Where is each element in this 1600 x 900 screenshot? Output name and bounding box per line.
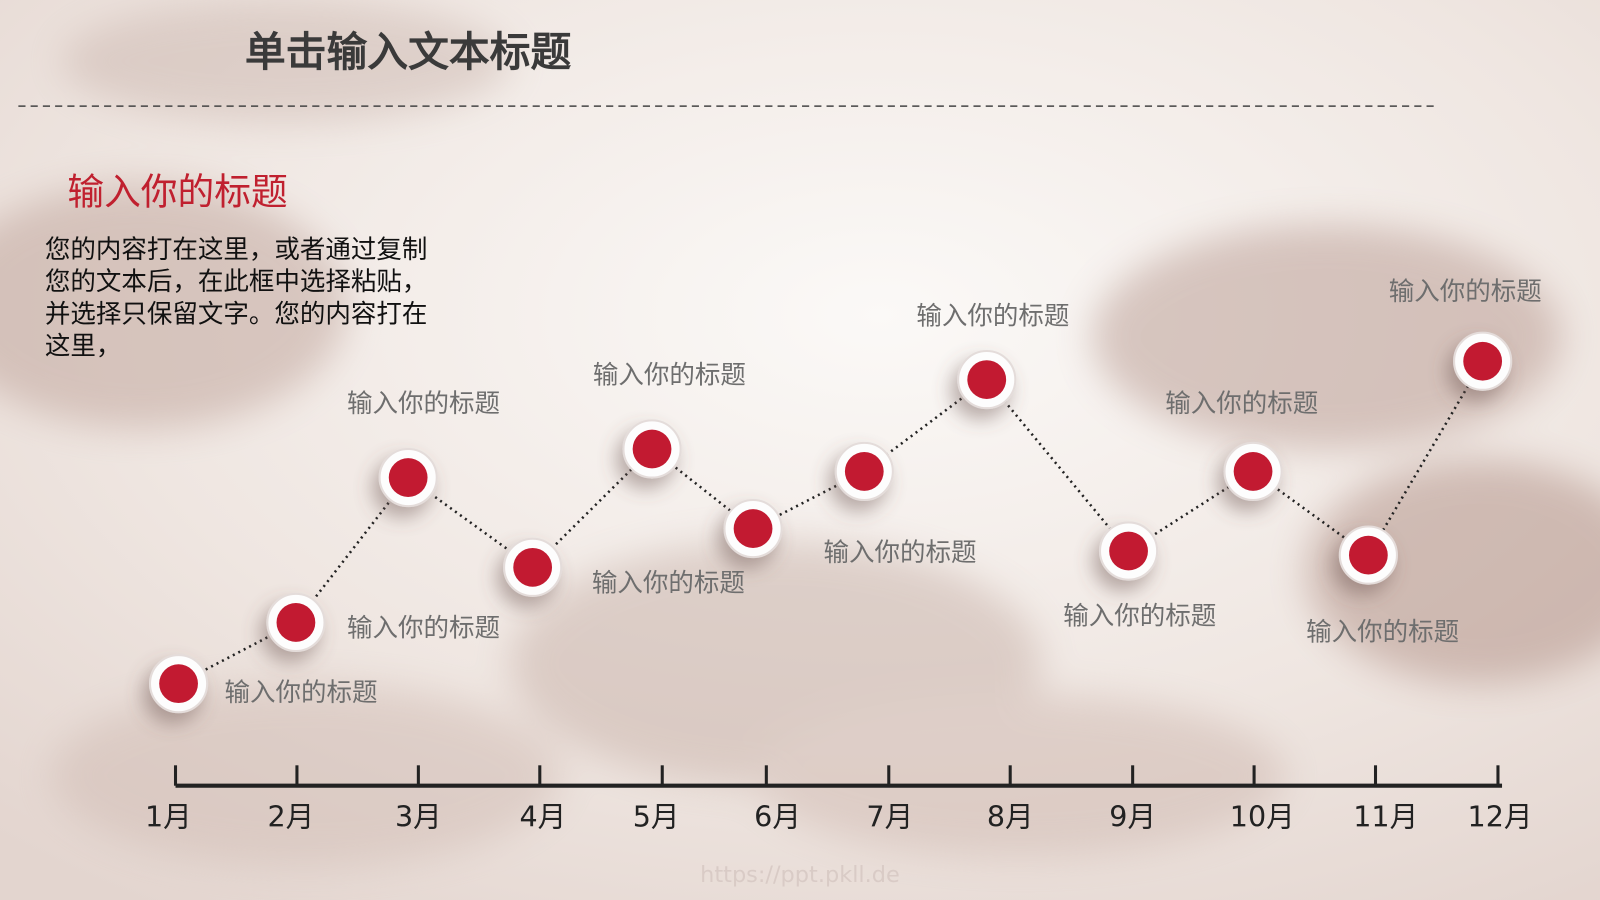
month-axis: 1月 2月 3月 4月 5月 6月 7月 8月 9月 10月 11月 12月 [145,765,1532,833]
point-label: 输入你的标题 [823,538,976,568]
intro-heading: 输入你的标题 [67,170,287,213]
month-label: 7月 [866,799,913,833]
body-line: 您的文本后，在此框中选择粘贴， [45,267,428,297]
point-dot [159,664,198,704]
month-label: 5月 [633,799,680,833]
month-label: 4月 [519,799,566,833]
point-label: 输入你的标题 [1165,389,1318,419]
point-dot [1233,452,1273,491]
watermark: https://ppt.pkll.de [700,862,900,888]
month-label: 10月 [1230,799,1295,833]
slide-title: 单击输入文本标题 [245,28,572,76]
point-label: 输入你的标题 [224,678,377,708]
month-label: 12月 [1468,799,1533,833]
connector [177,360,1484,685]
point-label: 输入你的标题 [1063,601,1216,631]
month-label: 2月 [267,799,314,833]
month-label: 6月 [754,799,801,833]
body-line: 这里， [45,331,122,361]
point-label: 输入你的标题 [916,301,1069,331]
month-label: 1月 [145,799,192,833]
month-label: 3月 [395,799,442,833]
month-label: 11月 [1353,799,1418,833]
body-line: 并选择只保留文字。您的内容打在 [45,299,428,329]
point-dot [276,603,316,642]
point-dot [1348,535,1388,575]
point-dot [388,458,428,497]
point-label: 输入你的标题 [593,361,746,391]
point-dot [967,360,1007,399]
point-dot [844,452,884,491]
point-dot [513,547,553,587]
point-label: 输入你的标题 [347,389,500,419]
point-label: 输入你的标题 [1306,618,1459,648]
dotted-line [177,360,1484,685]
point-dot [1463,341,1503,381]
point-label: 输入你的标题 [1389,277,1542,307]
intro-body: 您的内容打在这里，或者通过复制您的文本后，在此框中选择粘贴，并选择只保留文字。您… [45,235,428,361]
point-dot [733,509,773,548]
point-dot [632,429,672,469]
points [148,331,1513,714]
point-dot [1109,531,1148,571]
ink-splashes [0,0,1600,868]
point-label: 输入你的标题 [592,569,745,599]
month-label: 9月 [1109,799,1156,833]
point-labels: 输入你的标题输入你的标题输入你的标题输入你的标题输入你的标题输入你的标题输入你的… [224,277,1541,708]
month-label: 8月 [987,799,1034,833]
point-label: 输入你的标题 [347,614,500,644]
body-line: 您的内容打在这里，或者通过复制 [45,235,428,265]
